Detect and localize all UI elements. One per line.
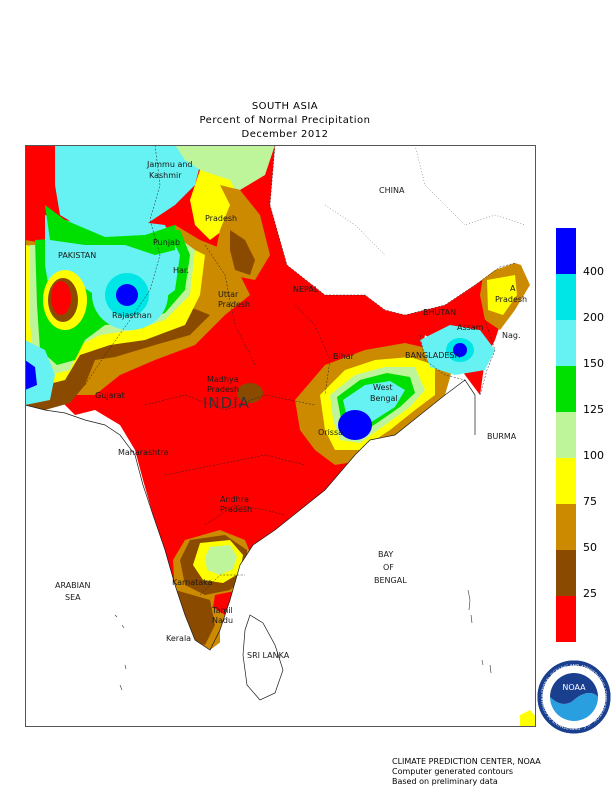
south-lightgreen [205,545,237,575]
ne-yellow [487,275,517,315]
bengal-max [338,410,372,440]
label-bangladesh: BANGLADESH [405,351,461,360]
legend-band [556,596,576,642]
legend-label: 25 [583,587,597,600]
label-pradesh-mp: Pradesh [207,385,239,394]
label-kerala: Kerala [166,634,191,643]
label-nepal: NEPAL [293,285,319,294]
legend-band [556,320,576,367]
china-region [270,145,536,315]
label-sea: SEA [65,593,81,602]
bay-of-bengal [220,380,536,727]
legend-label: 150 [583,357,604,370]
label-pradesh-andhra: Pradesh [220,505,252,514]
label-kashmir: Kashmir [149,171,182,180]
legend-label: 125 [583,403,604,416]
map-date: December 2012 [241,129,329,140]
legend-band [556,412,576,459]
label-tamil: Tamil [211,606,233,615]
political-borders [84,145,516,596]
far-west-cyan [25,340,55,405]
legend-label: 50 [583,541,597,554]
label-burma: BURMA [487,432,517,441]
label-har: Har. [173,266,189,275]
label-nag: Nag. [502,331,521,340]
hp-brown [215,185,270,280]
label-jammu: Jammu and [146,160,193,169]
china-borders [324,145,526,256]
legend-colorbar [556,228,576,642]
label-west: West [373,383,393,392]
north-cyan-zone [55,145,205,235]
label-karnataka: Karnataka [172,578,213,587]
label-punjab: Punjab [153,238,180,247]
bangladesh-max [453,343,467,357]
legend-label: 75 [583,495,597,508]
label-andhra: Andhra [220,495,249,504]
label-madhya: Madhya [207,375,239,384]
credit-line-1: CLIMATE PREDICTION CENTER, NOAA [392,757,541,766]
legend-band [556,366,576,413]
kerala-brown [175,590,215,645]
noaa-text: NOAA [562,683,586,692]
north-green-zone [45,205,175,255]
legend-label: 200 [583,311,604,324]
noaa-bird-shape [550,673,598,704]
label-pradesh-ap: Pradesh [495,295,527,304]
legend-band [556,504,576,551]
andaman-islands [467,589,492,674]
legend-band [556,458,576,505]
credit-line-3: Based on preliminary data [392,777,498,786]
label-of: OF [383,563,394,572]
credit-line-2: Computer generated contours [392,767,514,776]
legend-label: 100 [583,449,604,462]
legend-label: 400 [583,265,604,278]
label-maharashtra: Maharashtra [118,448,169,457]
rajasthan-max [116,284,138,306]
label-rajasthan: Rajasthan [112,311,152,320]
map-labels: Jammu and Kashmir Pradesh Punjab PAKISTA… [55,160,527,660]
label-orissa: Orissa [318,428,343,437]
map-frame [25,145,536,727]
label-arabian: ARABIAN [55,581,91,590]
coastline [25,379,476,701]
label-gujarat: Gujarat [95,391,125,400]
label-assam: Assam [457,323,484,332]
label-sri-lanka: SRI LANKA [247,651,290,660]
noaa-logo: NATIONAL OCEANIC AND ATMOSPHERIC ADMINIS… [537,660,611,734]
label-bihar: Bihar [333,352,355,361]
label-india: INDIA [203,394,250,412]
label-bengal-bay: BENGAL [374,576,407,585]
arabian-sea [25,405,220,727]
pakistan-red [51,281,71,315]
burma-region [475,285,536,565]
legend-band [556,550,576,597]
legend-band [556,228,576,275]
corner-yellow [520,710,536,727]
map-subtitle: Percent of Normal Precipitation [199,115,371,126]
map-title: SOUTH ASIA [251,101,319,112]
label-arunachal: A [510,284,516,293]
central-brown-spot [237,383,263,403]
precipitation-map: Jammu and Kashmir Pradesh Punjab PAKISTA… [25,145,536,727]
label-bengal: Bengal [370,394,398,403]
kashmir-lightgreen [175,145,275,190]
legend-band [556,274,576,321]
lakshadweep [114,614,127,691]
label-pradesh-hp: Pradesh [205,214,237,223]
label-bay: BAY [378,550,393,559]
label-pradesh-up: Pradesh [218,300,250,309]
label-bhutan: BHUTAN [423,308,456,317]
up-darkbrown [230,230,255,275]
label-china: CHINA [379,186,405,195]
label-pakistan: PAKISTAN [58,251,96,260]
far-west-blue [25,360,37,390]
label-nadu: Nadu [212,616,233,625]
label-uttar: Uttar [218,290,239,299]
